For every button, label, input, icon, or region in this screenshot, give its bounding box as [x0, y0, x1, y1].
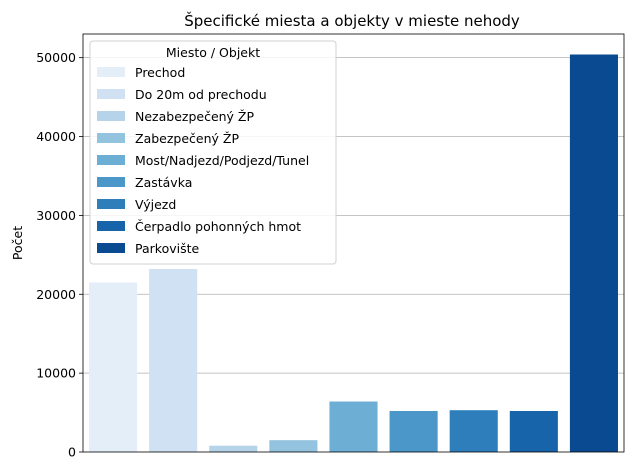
y-tick-label: 10000 [36, 366, 76, 381]
y-tick-label: 20000 [36, 287, 76, 302]
y-ticks: 0 10000 20000 30000 40000 50000 [36, 50, 83, 460]
legend-label: Most/Nadjezd/Podjezd/Tunel [135, 153, 309, 168]
axes [82, 33, 625, 453]
legend-swatch [97, 89, 125, 99]
bar [89, 282, 138, 452]
chart-title: Špecifické miesta a objekty v mieste neh… [184, 11, 520, 30]
y-axis-label: Počet [10, 226, 25, 260]
legend-label: Výjezd [135, 197, 176, 212]
bars-group [89, 54, 618, 452]
y-tick-label: 50000 [36, 50, 76, 65]
bar [269, 440, 318, 452]
legend-swatch [97, 199, 125, 209]
legend-label: Nezabezpečený ŽP [135, 109, 254, 124]
legend-swatch [97, 243, 125, 253]
y-tick-label: 40000 [36, 129, 76, 144]
legend-label: Prechod [135, 65, 185, 80]
bar [569, 54, 618, 452]
y-tick-label: 30000 [36, 208, 76, 223]
bar [449, 410, 498, 452]
legend-swatch [97, 221, 125, 231]
legend-title: Miesto / Objekt [166, 45, 260, 60]
bar [149, 269, 198, 452]
legend-label: Čerpadlo pohonných hmot [135, 219, 301, 234]
bar [389, 410, 438, 452]
legend-box [89, 40, 337, 265]
legend-swatch [97, 67, 125, 77]
bar [509, 410, 558, 452]
bar [329, 401, 378, 452]
legend-label: Parkovište [135, 241, 200, 256]
y-tick-label: 0 [68, 445, 76, 460]
bar [209, 445, 258, 452]
legend: Miesto / Objekt Prechod Do 20m od prechodu… [89, 40, 337, 265]
legend-swatch [97, 111, 125, 121]
legend-swatch [97, 133, 125, 143]
legend-label: Zastávka [135, 175, 192, 190]
legend-swatch [97, 155, 125, 165]
plot-frame [82, 33, 625, 453]
legend-label: Do 20m od prechodu [135, 87, 267, 102]
legend-label: Zabezpečený ŽP [135, 131, 239, 146]
legend-swatch [97, 177, 125, 187]
